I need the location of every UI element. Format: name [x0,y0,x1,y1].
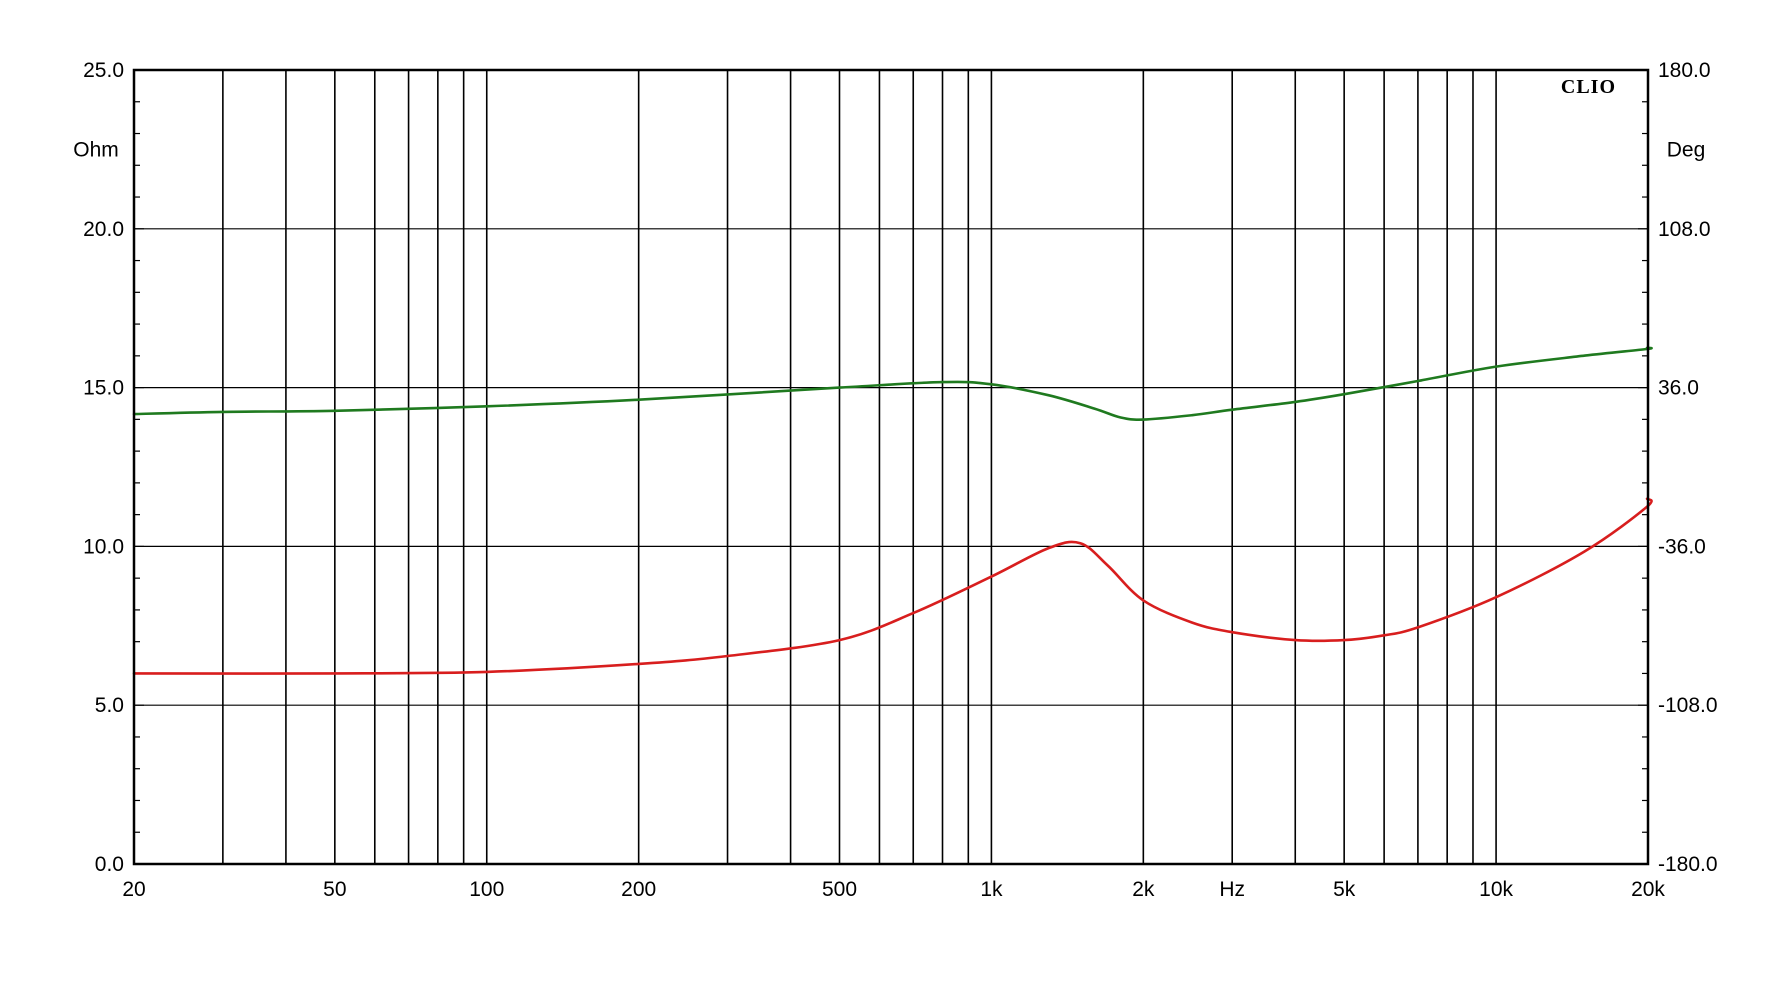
y-right-tick-label: 36.0 [1658,377,1699,400]
y-right-tick-label: -180.0 [1658,853,1718,876]
y-right-tick-label: -36.0 [1658,535,1706,558]
y-left-tick-label: 0.0 [95,853,124,876]
x-tick-label: 20k [1631,878,1665,901]
y-right-tick-label: -108.0 [1658,694,1718,717]
y-left-tick-label: 15.0 [83,377,124,400]
y-right-tick-label: 108.0 [1658,218,1711,241]
x-tick-label: 20 [122,878,145,901]
y-axis-left-unit: Ohm [73,138,119,161]
x-tick-label: 500 [822,878,857,901]
grid [134,70,1648,864]
x-tick-label: 100 [469,878,504,901]
y-axis-right-unit: Deg [1667,138,1706,161]
x-tick-label: 2k [1132,878,1155,901]
tick-labels: 0.0 5.0 10.0 15.0 20.0 25.0 -180.0 -108.0 -36.0 3… [83,59,1717,901]
x-tick-label: 200 [621,878,656,901]
phase-curve [132,346,1653,421]
y-right-tick-label: 180.0 [1658,59,1711,82]
x-tick-label: 50 [323,878,346,901]
x-tick-label: 5k [1333,878,1356,901]
plot-frame [132,68,1650,866]
x-tick-label: 1k [980,878,1003,901]
y-left-tick-label: 10.0 [83,535,124,558]
series [132,346,1653,675]
y-left-tick-label: 25.0 [83,59,124,82]
y-left-tick-label: 5.0 [95,694,124,717]
x-tick-label: 10k [1479,878,1513,901]
impedance-curve [132,497,1653,675]
x-axis-unit: Hz [1219,878,1245,901]
brand-logo: CLIO [1561,76,1616,98]
y-left-tick-label: 20.0 [83,218,124,241]
